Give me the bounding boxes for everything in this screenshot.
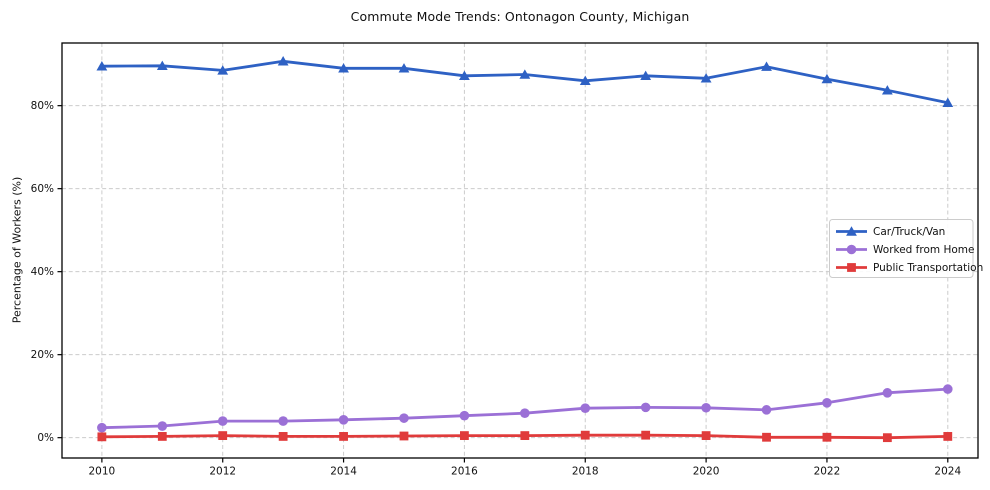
marker-car-truck-van [640, 70, 652, 80]
x-tick-label: 2016 [451, 466, 478, 478]
marker-public-transportation [882, 433, 892, 443]
x-tick-label: 2022 [814, 466, 841, 478]
series-worked-from-home [97, 384, 953, 433]
x-tick-label: 2010 [89, 466, 116, 478]
marker-car-truck-van [217, 65, 229, 75]
legend-marker-circle-icon [846, 244, 857, 255]
marker-worked-from-home [97, 422, 107, 433]
y-tick-label: 20% [31, 349, 54, 361]
y-tick-label: 80% [31, 100, 54, 112]
x-tick-label: 2014 [330, 466, 357, 478]
marker-worked-from-home [882, 388, 893, 398]
marker-car-truck-van [942, 97, 954, 107]
marker-car-truck-van [579, 75, 591, 85]
marker-public-transportation [278, 432, 288, 441]
marker-worked-from-home [520, 408, 530, 418]
marker-car-truck-van [821, 73, 833, 84]
marker-car-truck-van [398, 63, 410, 73]
legend-item-car-truck-van: Car/Truck/Van [836, 226, 945, 238]
marker-worked-from-home [580, 403, 591, 414]
legend: Car/Truck/Van Worked from Home Public Tran… [829, 219, 983, 278]
x-tick-label: 2020 [693, 466, 720, 478]
marker-public-transportation [641, 430, 651, 440]
marker-car-truck-van [761, 61, 772, 71]
marker-public-transportation [520, 431, 530, 440]
legend-label: Public Transportation [873, 262, 983, 274]
legend-marker-square-icon [847, 263, 856, 272]
marker-worked-from-home [217, 416, 228, 426]
chart-title: Commute Mode Trends: Ontonagon County, M… [350, 9, 690, 24]
marker-worked-from-home [338, 415, 349, 425]
plot-border [61, 42, 979, 459]
legend-marker-triangle-icon [846, 226, 857, 236]
legend-item-public-transportation: Public Transportation [836, 262, 983, 274]
marker-car-truck-van [156, 60, 168, 71]
marker-public-transportation [218, 431, 228, 440]
marker-public-transportation [97, 432, 107, 442]
marker-public-transportation [399, 431, 409, 441]
series-public-transportation [97, 430, 953, 443]
marker-public-transportation [580, 430, 590, 440]
marker-worked-from-home [701, 402, 711, 413]
marker-worked-from-home [761, 405, 772, 415]
marker-car-truck-van [338, 63, 349, 73]
gridlines [62, 43, 978, 458]
x-tick-label: 2012 [209, 466, 236, 478]
marker-worked-from-home [640, 402, 651, 413]
marker-public-transportation [157, 432, 167, 441]
marker-worked-from-home [822, 398, 832, 408]
marker-car-truck-van [96, 61, 108, 71]
y-tick-label: 60% [31, 183, 54, 195]
series-car-truck-van [96, 56, 954, 107]
y-tick-label: 40% [31, 266, 54, 278]
marker-car-truck-van [700, 73, 712, 83]
marker-public-transportation [701, 431, 711, 440]
y-tick-label: 0% [37, 432, 54, 444]
marker-car-truck-van [459, 70, 470, 80]
marker-car-truck-van [519, 69, 531, 79]
legend-box [829, 219, 974, 278]
marker-public-transportation [339, 432, 348, 441]
marker-car-truck-van [277, 56, 289, 66]
x-tick-label: 2024 [934, 466, 961, 478]
legend-item-worked-from-home: Worked from Home [836, 244, 974, 256]
marker-worked-from-home [399, 413, 409, 423]
marker-public-transportation [943, 432, 953, 441]
marker-worked-from-home [942, 384, 953, 394]
marker-public-transportation [762, 432, 771, 442]
x-tick-label: 2018 [572, 466, 599, 478]
axis-ticks: 2010 2012 2014 2016 2018 2020 2022 2024 0% 20% 40%… [31, 100, 962, 477]
marker-public-transportation [460, 431, 469, 440]
marker-public-transportation [822, 432, 832, 442]
marker-worked-from-home [278, 416, 288, 426]
marker-worked-from-home [157, 421, 168, 431]
legend-label: Car/Truck/Van [873, 226, 945, 238]
line-car-truck-van [100, 59, 950, 105]
legend-label: Worked from Home [873, 244, 974, 256]
marker-worked-from-home [459, 410, 470, 421]
marker-car-truck-van [881, 85, 893, 95]
